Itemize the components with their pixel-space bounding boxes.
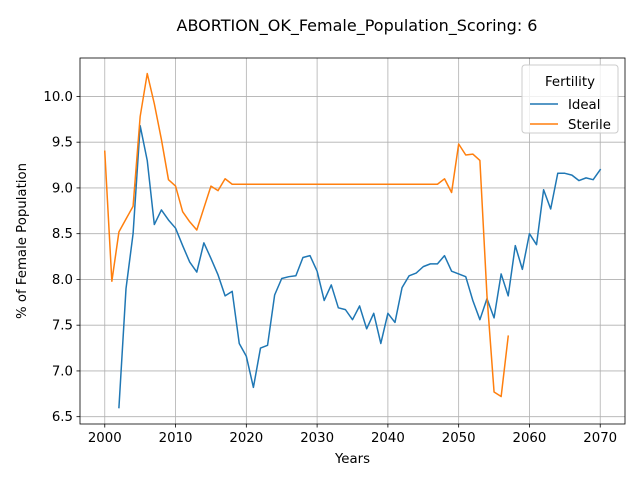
y-tick-label: 10.0 [43,90,73,105]
y-tick-label: 6.5 [52,410,73,425]
x-axis-label: Years [334,452,370,467]
x-tick-label: 2030 [300,431,334,446]
legend-label-sterile: Sterile [568,118,611,133]
legend-label-ideal: Ideal [568,98,600,113]
y-tick-label: 7.0 [52,364,73,379]
series-line-ideal [118,124,602,409]
x-tick-label: 2010 [159,431,193,446]
x-tick-label: 2040 [371,431,405,446]
y-tick-label: 9.0 [52,181,73,196]
series-line-sterile [103,72,510,398]
x-tick-label: 2000 [88,431,122,446]
y-tick-label: 8.0 [52,273,73,288]
series-lines [103,72,602,409]
legend-box [521,64,619,134]
y-tick-label: 9.5 [52,136,73,151]
y-axis-label: % of Female Population [15,163,30,319]
legend: Fertility Ideal Sterile [521,64,619,134]
x-tick-label: 2070 [583,431,617,446]
x-tick-label: 2050 [442,431,476,446]
plot-frame [79,57,626,425]
x-tick-label: 2020 [229,431,263,446]
legend-title: Fertility [545,75,595,90]
chart-title: ABORTION_OK_Female_Population_Scoring: 6 [177,16,538,36]
y-tick-label: 8.5 [52,227,73,242]
x-tick-label: 2060 [513,431,547,446]
axis-ticks: 2000 2010 2020 2030 2040 2050 2060 2070 6.5 7.0 7.… [43,90,617,446]
y-tick-label: 7.5 [52,319,73,334]
